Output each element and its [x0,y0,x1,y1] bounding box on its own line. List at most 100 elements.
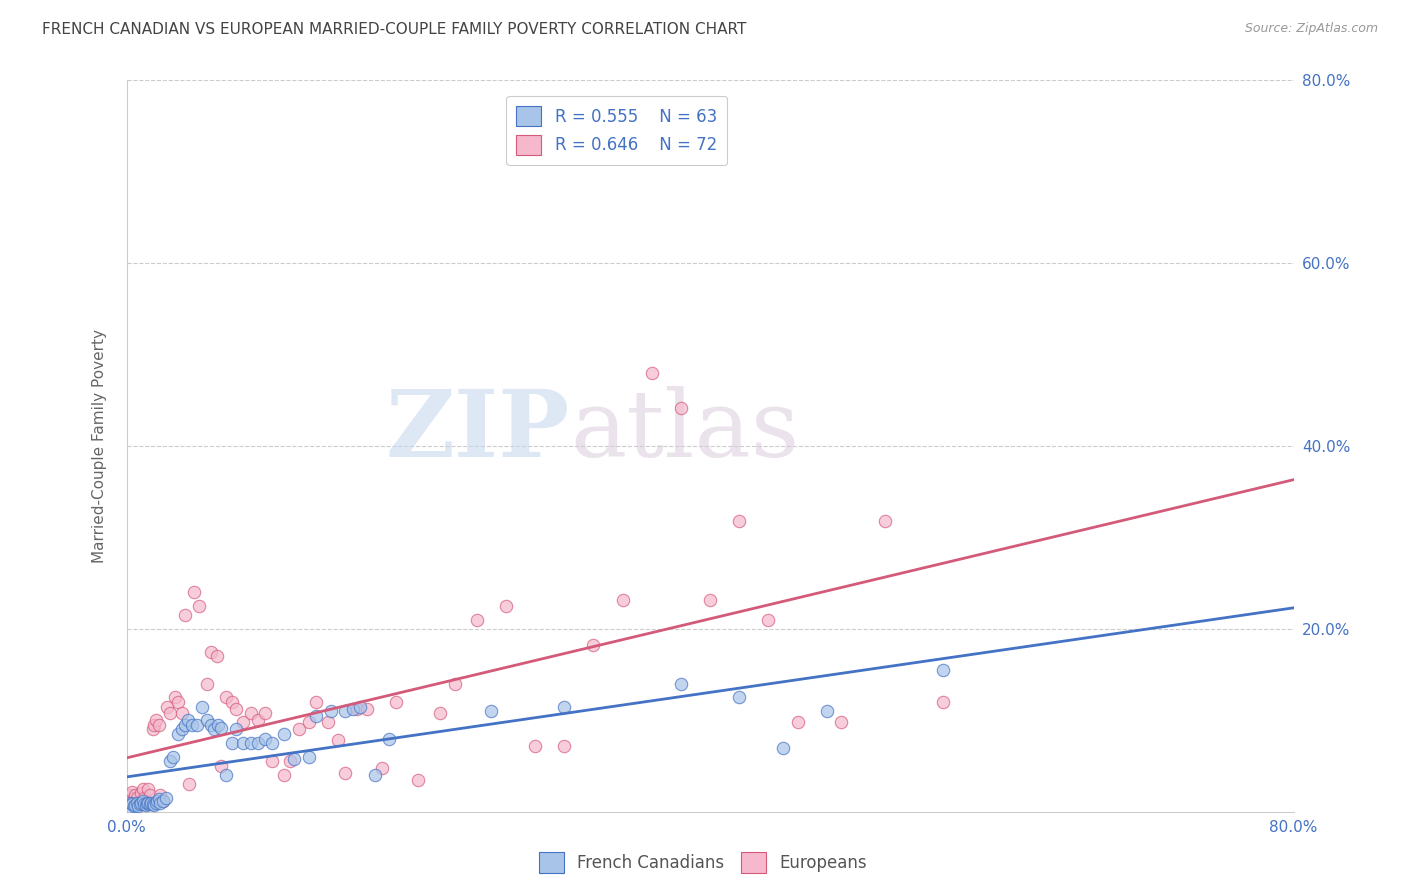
Point [129,796,152,810]
Point [170,706,193,720]
Point [429,706,451,720]
Point [134,796,156,810]
Point [239,706,262,720]
Point [200,645,222,659]
Point [138,796,160,810]
Point [246,736,269,750]
Point [669,401,692,415]
Point [127,799,149,814]
Point [298,715,321,730]
Point [612,592,634,607]
Point [145,796,167,810]
Y-axis label: Married-Couple Family Poverty: Married-Couple Family Poverty [93,329,107,563]
Point [122,799,145,814]
Point [699,592,721,607]
Text: FRENCH CANADIAN VS EUROPEAN MARRIED-COUPLE FAMILY POVERTY CORRELATION CHART: FRENCH CANADIAN VS EUROPEAN MARRIED-COUP… [42,22,747,37]
Point [148,792,170,806]
Legend: R = 0.555    N = 63, R = 0.646    N = 72: R = 0.555 N = 63, R = 0.646 N = 72 [506,96,727,165]
Point [159,755,181,769]
Point [195,714,218,728]
Point [163,690,186,705]
Point [202,723,225,737]
Point [815,704,838,718]
Point [225,702,247,716]
Point [143,798,166,813]
Point [207,718,229,732]
Point [283,752,305,766]
Point [262,755,284,769]
Point [121,797,143,812]
Point [200,718,222,732]
Point [148,718,170,732]
Point [232,715,254,730]
Point [378,731,401,746]
Point [122,791,145,805]
Point [209,721,232,735]
Point [728,514,751,528]
Point [149,789,172,803]
Point [640,366,664,380]
Point [174,608,197,623]
Point [772,740,794,755]
Point [305,695,328,709]
Point [205,649,228,664]
Point [246,714,269,728]
Point [139,797,162,812]
Point [149,796,172,810]
Point [553,699,575,714]
Point [319,704,342,718]
Point [124,789,146,803]
Point [155,791,177,805]
Point [553,739,575,753]
Point [124,798,146,813]
Point [128,797,150,812]
Point [349,699,371,714]
Point [159,706,181,720]
Point [465,613,488,627]
Point [118,794,141,808]
Point [179,777,201,791]
Point [335,766,357,780]
Point [170,723,193,737]
Point [408,772,430,787]
Point [287,723,309,737]
Point [191,699,214,714]
Point [136,797,159,812]
Point [166,727,188,741]
Point [183,585,205,599]
Point [342,702,364,716]
Point [479,704,502,718]
Point [669,676,692,690]
Point [371,761,394,775]
Point [128,797,150,812]
Point [273,727,295,741]
Point [262,736,284,750]
Point [156,699,179,714]
Point [121,784,143,798]
Point [152,794,174,808]
Point [254,731,277,746]
Point [582,638,605,652]
Point [125,791,148,805]
Point [443,676,465,690]
Point [143,718,166,732]
Point [131,794,153,808]
Point [142,797,165,812]
Point [239,736,262,750]
Point [181,718,204,732]
Point [932,663,955,677]
Text: atlas: atlas [569,386,799,476]
Text: ZIP: ZIP [385,386,569,476]
Point [273,768,295,782]
Point [141,796,163,810]
Point [221,695,243,709]
Point [162,749,184,764]
Point [136,797,159,811]
Text: Source: ZipAtlas.com: Source: ZipAtlas.com [1244,22,1378,36]
Point [232,736,254,750]
Point [215,768,238,782]
Point [177,714,200,728]
Point [138,781,160,796]
Point [356,702,378,716]
Point [363,768,385,782]
